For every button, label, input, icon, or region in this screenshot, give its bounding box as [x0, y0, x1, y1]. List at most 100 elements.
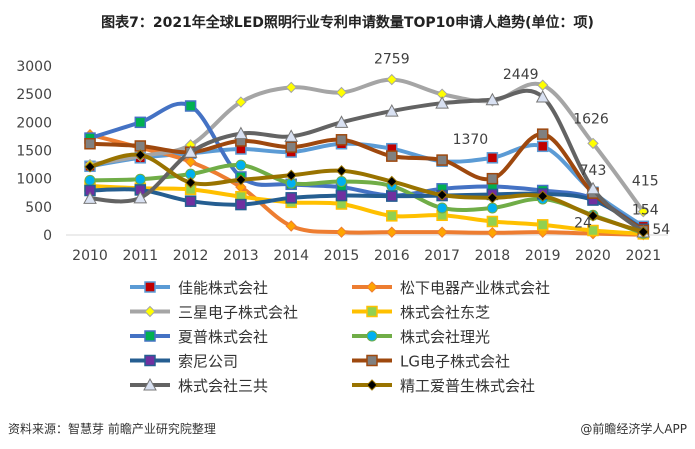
y-tick-label: 1500 — [16, 144, 52, 160]
data-point — [83, 191, 97, 204]
data-point — [486, 172, 499, 185]
legend-marker — [366, 281, 378, 293]
data-point — [486, 192, 499, 204]
data-label: 54 — [652, 222, 670, 238]
data-point — [436, 154, 448, 166]
data-point — [335, 86, 348, 99]
legend-marker — [144, 281, 156, 293]
x-tick-label: 2018 — [475, 248, 511, 264]
x-tick-label: 2019 — [525, 248, 561, 264]
legend-marker — [366, 379, 378, 391]
data-point — [587, 224, 599, 237]
data-point — [637, 205, 650, 218]
legend-label: 株式会社三共 — [178, 377, 268, 395]
data-point — [84, 161, 96, 173]
data-point — [184, 156, 197, 168]
data-label: 24 — [574, 216, 592, 232]
legend-label: 索尼公司 — [178, 353, 238, 371]
data-point — [285, 192, 297, 204]
data-point — [235, 174, 247, 186]
data-point — [84, 137, 96, 150]
data-point — [486, 152, 499, 164]
x-tick-label: 2010 — [72, 248, 108, 264]
x-tick-label: 2013 — [223, 248, 259, 264]
data-point — [536, 128, 549, 140]
data-point — [637, 226, 650, 238]
data-point — [486, 227, 499, 239]
watermark-text: @前瞻经济学人APP — [580, 422, 687, 436]
legend-label: 株式会社东芝 — [400, 304, 490, 322]
x-tick-label: 2020 — [575, 248, 611, 264]
y-tick-label: 1000 — [16, 172, 52, 188]
data-point — [486, 215, 499, 228]
legend-marker — [144, 354, 156, 367]
data-point — [335, 189, 348, 202]
x-tick-label: 2017 — [424, 248, 460, 264]
data-point — [386, 150, 398, 162]
data-point — [184, 195, 197, 207]
data-point — [436, 226, 448, 238]
legend-label: 株式会社理光 — [400, 328, 490, 346]
legend-label: LG电子株式会社 — [400, 353, 510, 371]
data-label: 415 — [632, 174, 659, 190]
data-point — [335, 165, 348, 177]
y-tick-label: 3000 — [16, 59, 52, 75]
data-point — [84, 174, 96, 186]
data-point — [386, 175, 398, 188]
chart-title: 图表7：2021年全球LED照明行业专利申请数量TOP10申请人趋势(单位：项) — [101, 15, 594, 31]
data-point — [386, 210, 398, 222]
legend-marker — [366, 330, 378, 342]
data-point — [285, 169, 297, 181]
data-point — [335, 134, 348, 146]
data-label: 2449 — [503, 67, 539, 83]
data-point — [536, 219, 549, 231]
legend-marker — [366, 354, 378, 367]
data-point — [334, 115, 349, 128]
data-point — [285, 141, 297, 153]
source-note: 资料来源：智慧芽 前瞻产业研究院整理 — [8, 422, 216, 436]
data-label: 1626 — [573, 111, 609, 127]
data-point — [586, 181, 600, 195]
data-point — [536, 190, 549, 202]
data-point — [134, 173, 146, 185]
legend-marker — [144, 330, 156, 342]
data-point — [386, 190, 398, 202]
legend-label: 松下电器产业株式会社 — [400, 279, 550, 297]
data-point — [436, 202, 448, 214]
data-point — [384, 104, 399, 117]
data-point — [436, 189, 448, 201]
data-point — [284, 129, 299, 142]
data-label: 154 — [632, 202, 659, 218]
legend-marker — [144, 305, 156, 318]
data-point — [285, 81, 297, 94]
data-point — [183, 145, 198, 158]
x-tick-label: 2021 — [625, 248, 661, 264]
data-point — [535, 89, 550, 103]
data-point — [134, 116, 147, 129]
x-tick-label: 2015 — [324, 248, 360, 264]
data-point — [336, 175, 347, 187]
x-tick-label: 2016 — [374, 248, 410, 264]
x-tick-label: 2012 — [173, 248, 209, 264]
data-point — [235, 159, 247, 171]
data-point — [234, 126, 248, 140]
data-label: 1370 — [453, 132, 489, 148]
legend-label: 夏普株式会社 — [178, 328, 268, 346]
x-tick-label: 2011 — [122, 248, 158, 264]
legend-label: 佳能株式会社 — [178, 279, 268, 297]
data-point — [184, 176, 197, 189]
data-point — [386, 226, 398, 238]
legend-label: 精工爱普生株式会社 — [400, 377, 535, 395]
legend-marker — [143, 377, 157, 391]
data-point — [133, 190, 148, 204]
data-point — [587, 137, 599, 150]
data-point — [485, 92, 500, 106]
data-point — [435, 96, 449, 109]
data-point — [587, 210, 599, 222]
y-tick-label: 0 — [43, 228, 52, 244]
data-point — [486, 202, 498, 214]
y-tick-label: 2500 — [16, 87, 52, 103]
data-label: 2759 — [374, 52, 410, 68]
